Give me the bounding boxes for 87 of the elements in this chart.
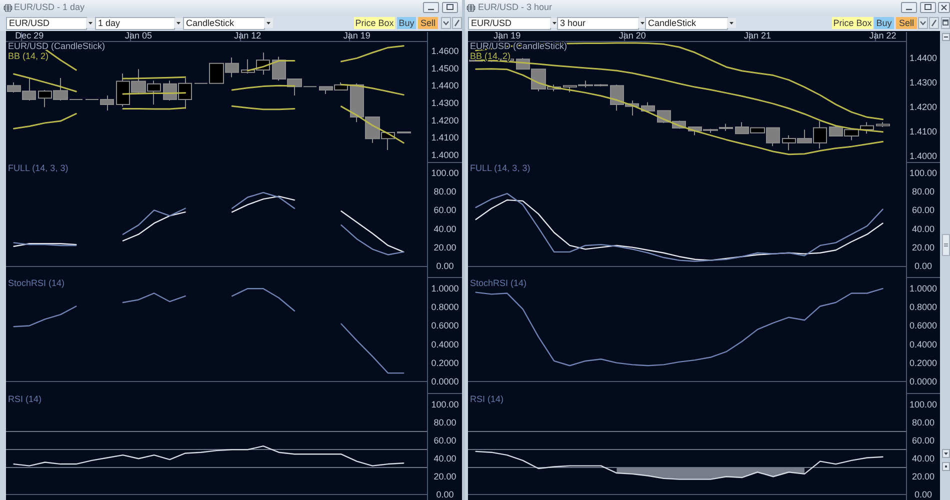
y-tick-label: 0.00 xyxy=(914,490,932,500)
y-tick-label: 1.4300 xyxy=(909,78,937,88)
y-tick-label: 1.4600 xyxy=(431,46,459,56)
y-tick-label: 1.4300 xyxy=(431,98,459,108)
dropdown-field: CandleStick xyxy=(183,17,265,30)
x-tick-label: Jan 05 xyxy=(125,30,152,40)
candlestick xyxy=(719,123,733,132)
chart-title: StochRSI (14) xyxy=(470,278,527,288)
y-tick-label: 40.00 xyxy=(912,224,934,234)
chart-title: RSI (14) xyxy=(8,394,42,404)
chart-title: FULL (14, 3, 3) xyxy=(8,163,68,173)
y-tick-label: 0.00 xyxy=(436,260,454,271)
x-tick-label: Jan 19 xyxy=(343,30,370,40)
line-series xyxy=(475,450,884,480)
y-tick-label: 1.4400 xyxy=(431,80,459,91)
y-tick-label: 60.00 xyxy=(434,205,456,216)
y-tick-label: 40.00 xyxy=(434,224,456,234)
y-tick-label: 80.00 xyxy=(434,186,456,197)
y-tick-label: 40.00 xyxy=(434,454,456,464)
chart-title: RSI (14) xyxy=(470,394,504,404)
y-tick-label: 100.00 xyxy=(431,400,459,410)
y-tick-label: 80.00 xyxy=(912,186,934,197)
y-tick-label: 0.4000 xyxy=(909,339,937,350)
y-tick-label: 40.00 xyxy=(912,454,934,464)
y-tick-label: 0.8000 xyxy=(909,302,937,312)
x-tick-label: Jan 19 xyxy=(494,30,521,40)
button: Price Box xyxy=(832,17,873,29)
button: Sell xyxy=(418,17,438,29)
line-series xyxy=(475,59,884,133)
candlestick xyxy=(641,102,655,112)
y-tick-label: 1.4200 xyxy=(909,102,937,112)
y-tick-label: 0.0000 xyxy=(909,376,937,386)
x-tick-label: Jan 21 xyxy=(744,30,772,40)
button: Sell xyxy=(896,17,917,29)
candlestick xyxy=(397,131,411,134)
y-tick-label: 0.4000 xyxy=(431,339,459,350)
dropdown-field: EUR/USD xyxy=(468,17,551,30)
y-tick-label: 1.4000 xyxy=(909,151,937,162)
y-tick-label: 0.2000 xyxy=(909,358,937,368)
dropdown-field: 3 hour xyxy=(557,17,639,30)
y-tick-label: 1.4100 xyxy=(431,132,459,143)
button: Price Box xyxy=(354,17,395,29)
y-tick-label: 0.0000 xyxy=(431,376,459,386)
dropdown-field: 1 day xyxy=(95,17,175,30)
x-tick-label: Jan 20 xyxy=(618,30,646,40)
chart-title: EUR/USD - 1 day xyxy=(14,2,85,13)
y-tick-label: 20.00 xyxy=(912,472,934,482)
chart-title: EUR/USD - 3 hour xyxy=(478,2,552,13)
y-tick-label: 60.00 xyxy=(912,436,934,446)
y-tick-label: 100.00 xyxy=(909,400,937,410)
y-tick-label: 1.4100 xyxy=(909,126,937,137)
y-tick-label: 60.00 xyxy=(912,205,934,216)
x-tick-label: Dec 29 xyxy=(15,30,44,40)
y-tick-label: 1.4500 xyxy=(431,63,459,74)
y-tick-label: 80.00 xyxy=(434,418,456,428)
line-series xyxy=(475,288,884,366)
dropdown-field: CandleStick xyxy=(645,17,728,30)
x-tick-label: Jan 12 xyxy=(234,30,262,40)
chart-title: StochRSI (14) xyxy=(8,278,65,288)
y-tick-label: 0.8000 xyxy=(431,302,459,312)
y-tick-label: 0.00 xyxy=(914,260,932,271)
y-tick-label: 1.0000 xyxy=(909,284,937,294)
x-tick-label: Jan 22 xyxy=(869,30,896,40)
y-tick-label: 1.4200 xyxy=(431,115,459,126)
y-tick-label: 20.00 xyxy=(434,472,456,482)
line-series xyxy=(13,445,404,466)
y-tick-label: 100.00 xyxy=(909,168,937,178)
y-tick-label: 0.00 xyxy=(436,490,454,500)
y-tick-label: 20.00 xyxy=(434,242,456,252)
chart-subtitle: EUR/USD (CandleStick) xyxy=(8,41,106,51)
y-tick-label: 0.2000 xyxy=(431,358,459,368)
chart-title: FULL (14, 3, 3) xyxy=(470,163,530,173)
y-tick-label: 60.00 xyxy=(434,436,456,446)
y-tick-label: 1.0000 xyxy=(431,284,459,294)
y-tick-label: 80.00 xyxy=(912,418,934,428)
y-tick-label: 0.6000 xyxy=(909,320,937,331)
series-label: BB (14, 2) xyxy=(470,51,511,61)
button: Buy xyxy=(874,17,894,29)
button: Buy xyxy=(397,17,416,29)
y-tick-label: 20.00 xyxy=(912,242,934,252)
y-tick-label: 1.4000 xyxy=(431,150,459,160)
line-series xyxy=(475,68,884,156)
series-label: BB (14, 2) xyxy=(8,51,49,61)
y-tick-label: 0.6000 xyxy=(431,320,459,331)
y-tick-label: 100.00 xyxy=(431,168,459,178)
y-tick-label: 1.4400 xyxy=(909,53,937,64)
dropdown-field: EUR/USD xyxy=(6,17,87,30)
